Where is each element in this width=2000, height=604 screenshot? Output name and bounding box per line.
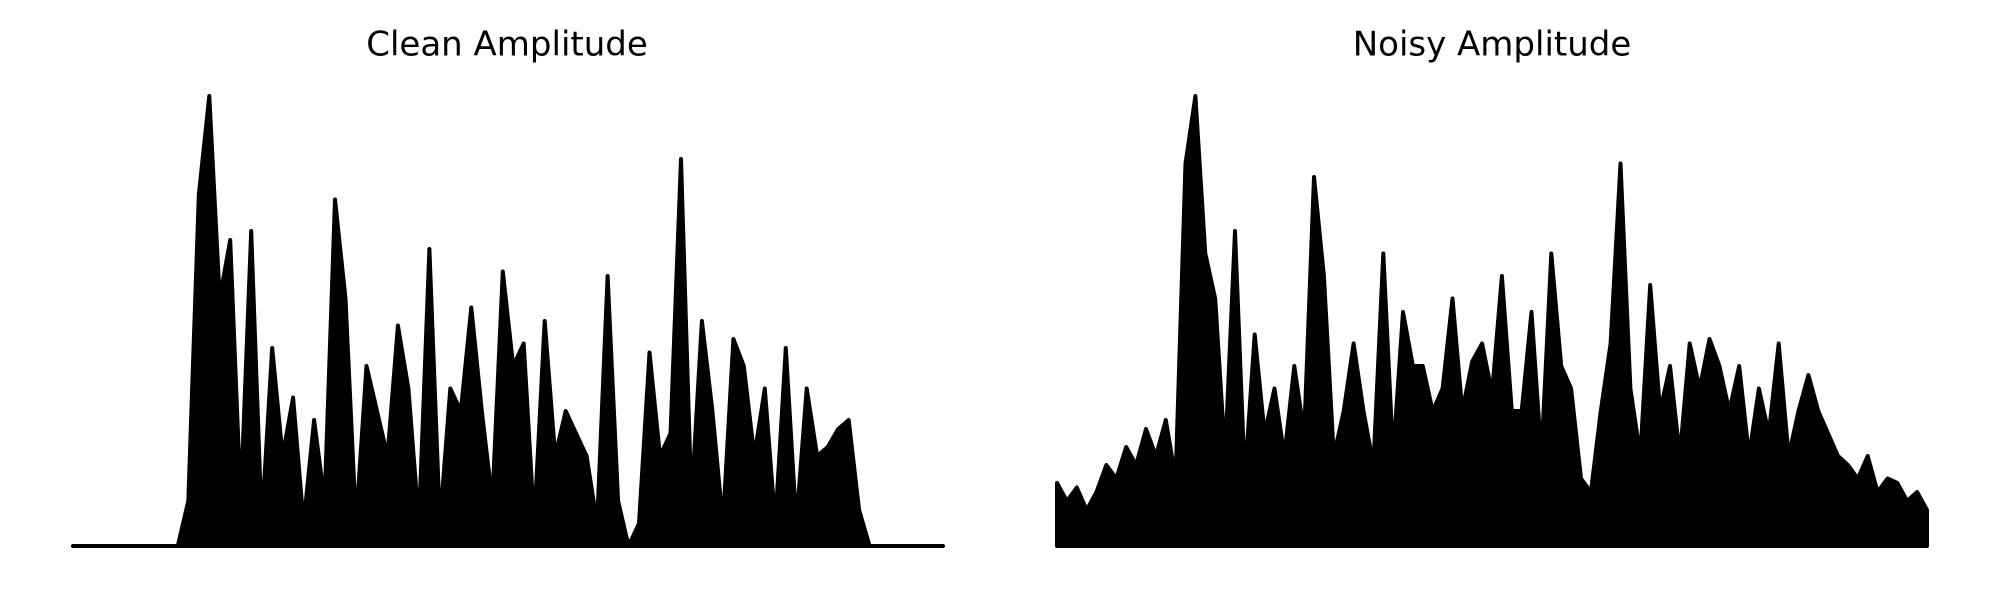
amplitude-area [1055,94,1929,548]
amplitude-area [71,94,945,548]
chart-title: Clean Amplitude [366,25,648,65]
chart-title: Noisy Amplitude [1353,25,1632,65]
